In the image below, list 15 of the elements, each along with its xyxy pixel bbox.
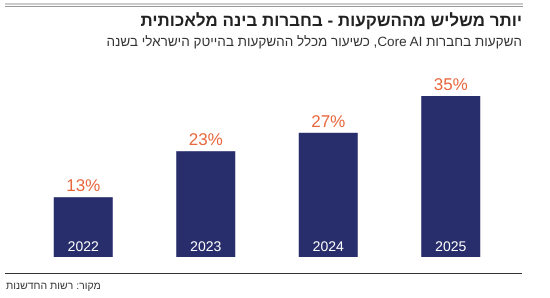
data-label: 27% (311, 112, 346, 131)
x-tick-label: 2025 (435, 238, 467, 254)
text: מקור: רשות החדשנות (6, 280, 101, 292)
data-label: 35% (434, 75, 468, 94)
bar (298, 132, 358, 257)
x-tick-label: 2023 (190, 238, 222, 254)
x-tick-label: 2022 (68, 238, 100, 254)
bar (421, 96, 480, 257)
bar (54, 197, 113, 257)
x-tick-label: 2024 (312, 238, 344, 254)
chart-subtitle: השקעות בחברות Core AI, כשיעור מכלל ההשקעות בהייטק הישראלי בשנה (106, 34, 522, 49)
bar (176, 151, 236, 257)
data-label: 13% (66, 176, 100, 196)
chart-title: יותר משליש מההשקעות - בחברות בינה מלאכותית (140, 11, 522, 30)
data-label: 23% (188, 130, 223, 150)
